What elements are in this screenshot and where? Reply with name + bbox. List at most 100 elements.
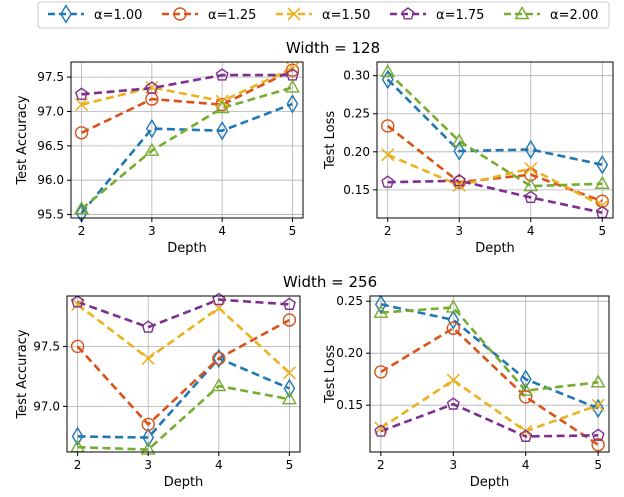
x-tick-label: 5 <box>594 458 602 472</box>
plots: 2 3 4 5 95.5 96.0 96.5 97.0 97.5 Depth Test Accura… <box>15 61 614 490</box>
legend-entry: α=1.00 <box>48 4 142 24</box>
x-tick-label: 4 <box>527 224 535 238</box>
legend-marker <box>401 7 415 20</box>
series-line <box>387 179 603 214</box>
data-point <box>284 79 300 93</box>
series-line <box>387 153 603 207</box>
series-line <box>81 67 294 106</box>
y-tick-label: 0.30 <box>343 69 370 83</box>
x-tick-label: 2 <box>384 224 392 238</box>
series-line <box>80 69 294 134</box>
data-point <box>445 299 461 313</box>
data-point <box>75 87 89 100</box>
data-point <box>381 175 395 188</box>
legend-entry: α=1.25 <box>162 7 256 23</box>
plot-panel: 2 3 4 5 0.15 0.20 0.25 0.30 Depth Test Loss <box>323 61 614 256</box>
y-tick-label: 0.20 <box>343 145 370 159</box>
x-tick-label: 4 <box>522 458 530 472</box>
data-point <box>374 294 387 315</box>
data-point <box>591 398 605 412</box>
data-point <box>145 81 159 94</box>
y-tick-label: 97.0 <box>33 399 60 413</box>
data-point <box>523 178 539 192</box>
data-point <box>446 397 460 410</box>
y-tick-label: 0.15 <box>336 398 363 412</box>
series-line <box>76 303 291 374</box>
series-line <box>380 303 599 410</box>
plot-panel: 2 3 4 5 97.0 97.5 Depth Test Accuracy <box>15 292 301 490</box>
y-axis-label: Test Loss <box>323 111 338 170</box>
data-point <box>374 424 388 437</box>
data-point <box>212 348 225 369</box>
data-point <box>524 190 538 204</box>
y-axis-label: Test Accuracy <box>15 95 30 185</box>
legend-label: α=1.50 <box>322 8 370 23</box>
data-point <box>590 374 606 388</box>
data-point <box>286 94 299 114</box>
data-point <box>216 120 229 141</box>
series-line <box>380 326 599 446</box>
data-point <box>452 173 466 187</box>
data-point <box>453 141 466 161</box>
data-point <box>591 428 605 441</box>
data-point <box>518 382 534 396</box>
plot-panel: 2 3 4 5 95.5 96.0 96.5 97.0 97.5 Depth Test Accura… <box>15 61 304 256</box>
x-tick-label: 5 <box>286 458 294 472</box>
legend-entry: α=1.75 <box>390 7 484 23</box>
y-tick-label: 96.5 <box>37 139 64 153</box>
x-tick-label: 2 <box>377 458 385 472</box>
y-tick-label: 97.5 <box>33 339 60 353</box>
x-tick-label: 3 <box>148 224 156 238</box>
data-point <box>141 320 155 333</box>
data-point <box>74 98 89 112</box>
data-point <box>374 365 388 379</box>
data-point <box>142 427 155 448</box>
data-point <box>144 142 160 156</box>
data-point <box>446 321 460 335</box>
series-line <box>380 402 599 438</box>
data-point <box>519 429 533 442</box>
x-tick-label: 4 <box>218 224 226 238</box>
legend-label: α=1.25 <box>208 8 256 23</box>
data-point <box>71 297 85 311</box>
data-point <box>74 201 90 215</box>
y-tick-label: 96.0 <box>37 173 64 187</box>
x-tick-label: 5 <box>289 224 297 238</box>
data-point <box>282 313 297 327</box>
data-point <box>283 378 296 399</box>
data-point <box>71 295 85 308</box>
legend-marker <box>514 5 530 20</box>
data-point <box>596 154 609 175</box>
series-line <box>80 86 293 211</box>
y-tick-label: 97.0 <box>37 104 64 118</box>
x-tick-label: 4 <box>215 458 223 472</box>
y-axis-label: Test Loss <box>323 345 338 404</box>
data-point <box>524 139 537 160</box>
legend-entry: α=1.50 <box>276 7 370 23</box>
data-point <box>281 391 297 405</box>
y-tick-label: 0.25 <box>343 107 370 121</box>
data-point <box>381 119 395 133</box>
x-axis-label: Depth <box>470 475 510 490</box>
data-point <box>452 175 466 189</box>
legend-label: α=1.00 <box>94 8 142 23</box>
data-point <box>519 369 532 389</box>
group-title-width-256: Width = 256 <box>283 273 377 291</box>
axes-frame <box>369 295 610 453</box>
data-point <box>215 97 229 112</box>
y-axis-label: Test Accuracy <box>15 329 30 419</box>
data-point <box>594 175 610 189</box>
data-point <box>519 390 533 404</box>
group-title-width-128: Width = 128 <box>286 39 380 57</box>
x-tick-label: 2 <box>78 224 86 238</box>
data-point <box>380 63 396 78</box>
x-tick-label: 3 <box>449 458 457 472</box>
legend-label: α=1.75 <box>436 8 484 23</box>
data-point <box>451 133 467 147</box>
x-axis-label: Depth <box>164 475 204 490</box>
data-point <box>381 148 395 162</box>
series-line <box>77 356 290 439</box>
legend-marker <box>60 4 72 24</box>
data-point <box>212 292 226 306</box>
x-tick-label: 3 <box>144 458 152 472</box>
